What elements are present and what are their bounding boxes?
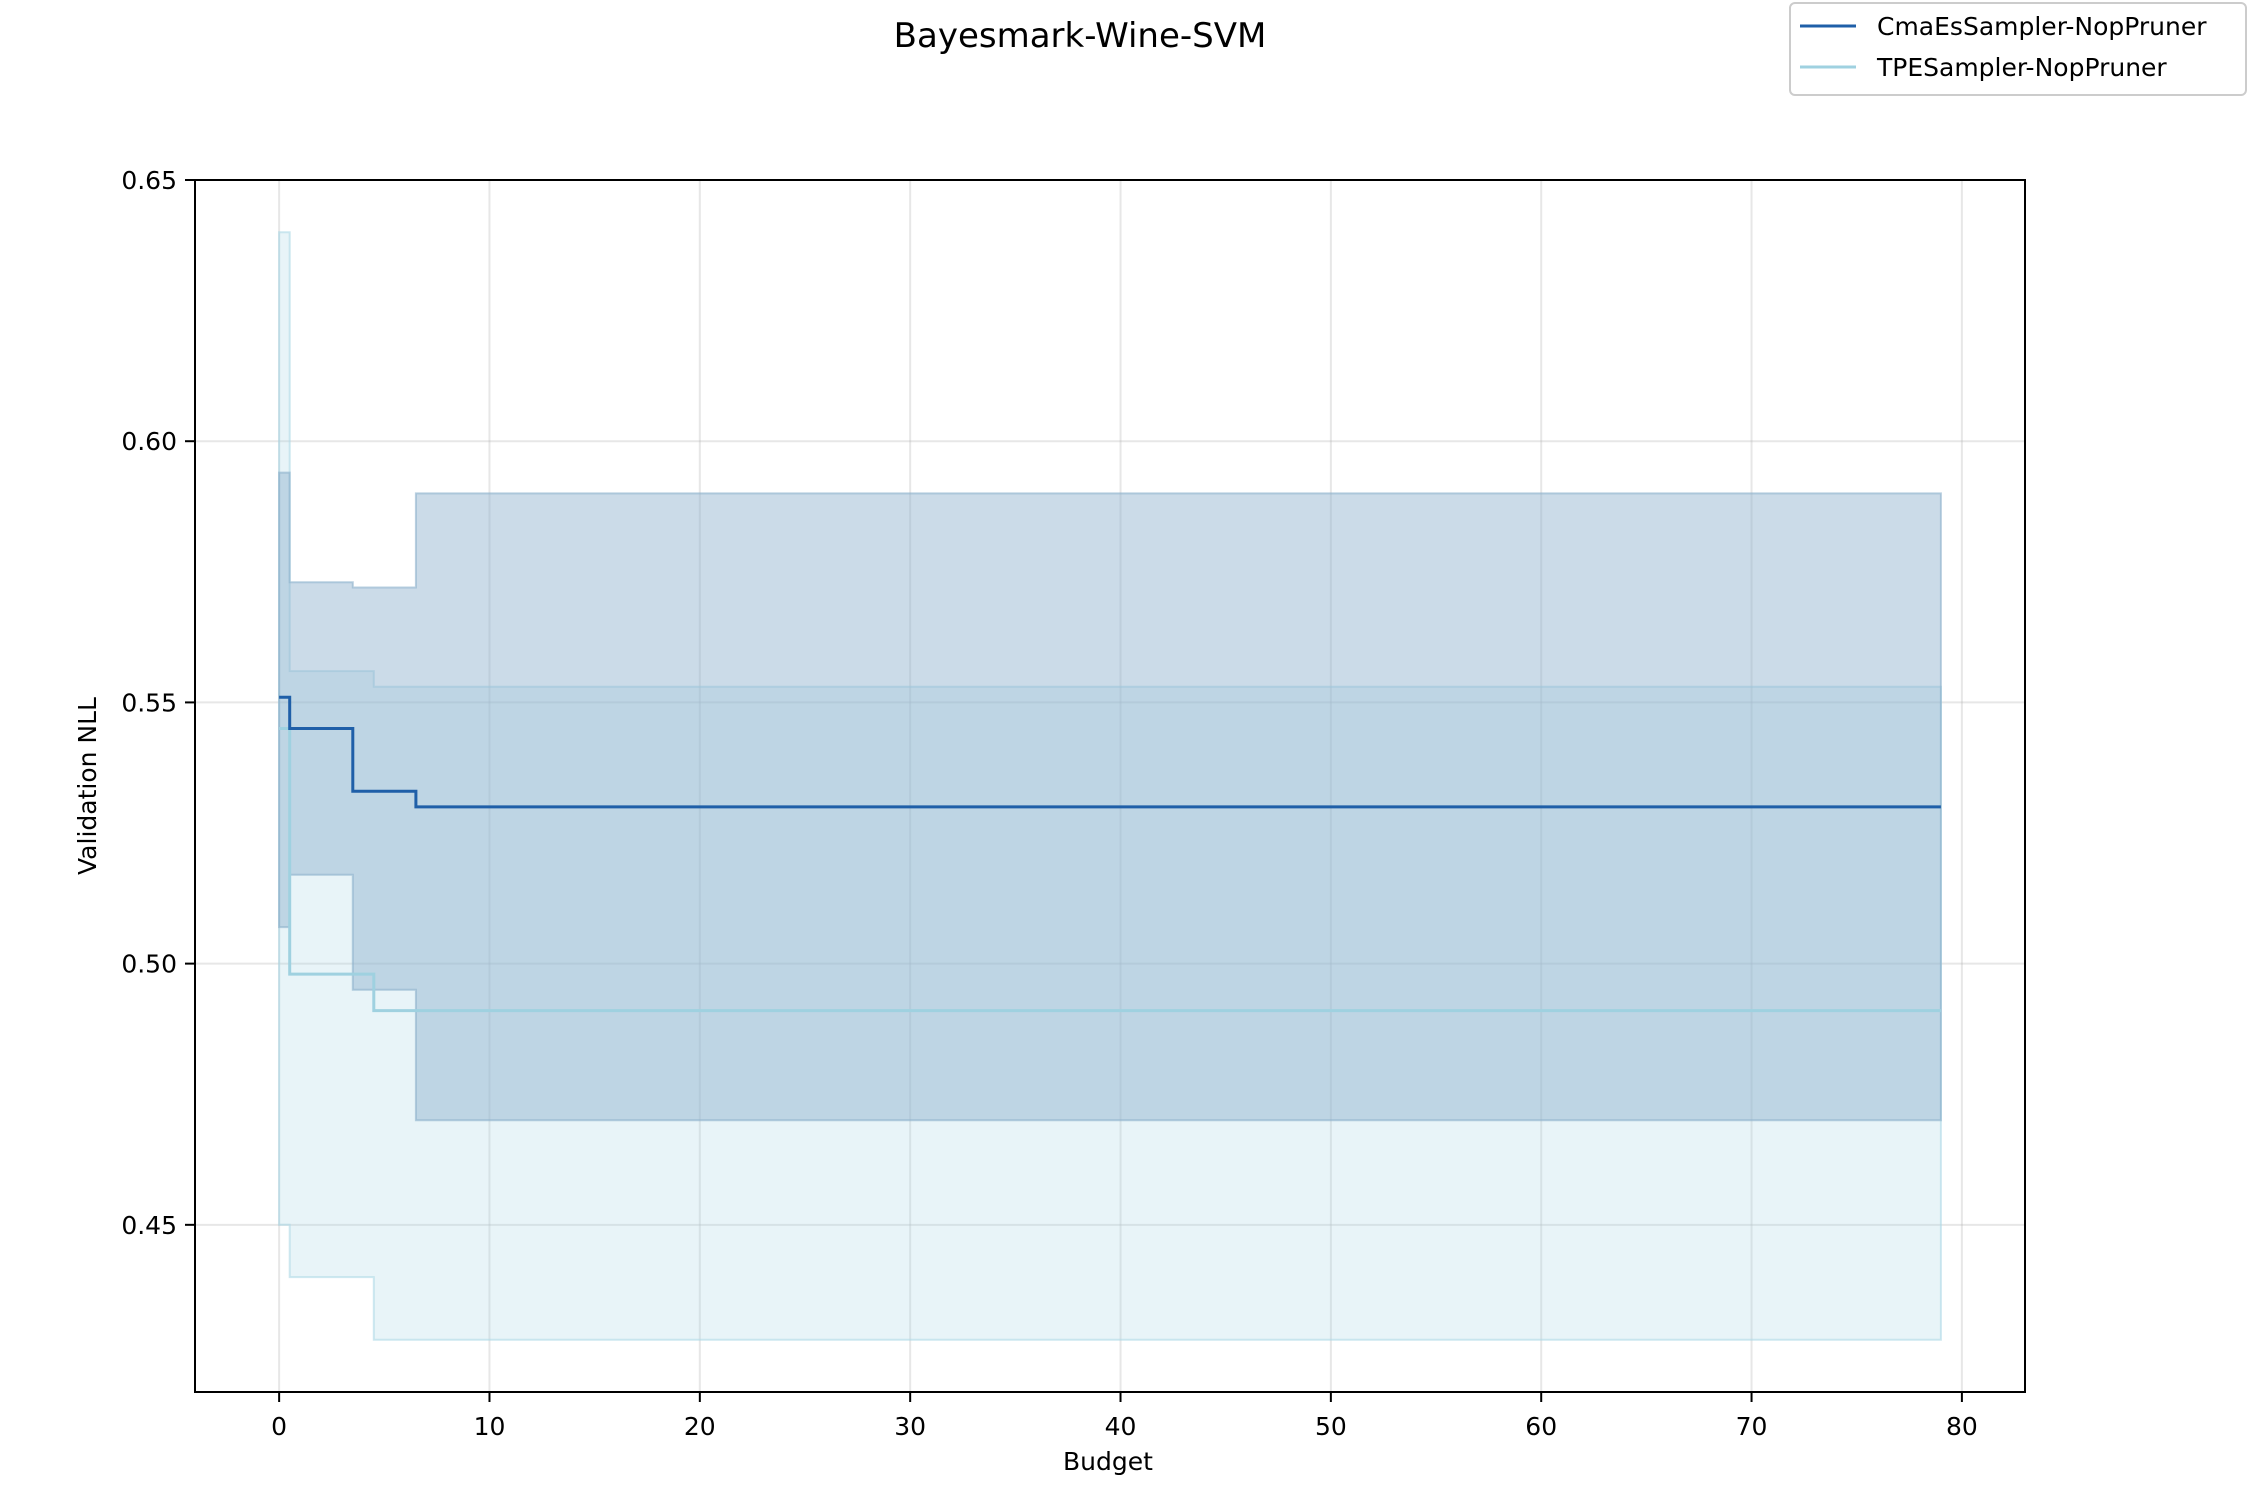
x-tick-label: 10 <box>474 1412 506 1441</box>
x-tick-label: 20 <box>684 1412 716 1441</box>
x-tick-label: 0 <box>271 1412 287 1441</box>
axis-ticks: 0 10 20 30 40 50 60 70 80 0.45 0.50 0.55 0.60 0.65 <box>121 166 1977 1441</box>
confidence-bands <box>278 231 1942 1341</box>
y-axis-label: Validation NLL <box>73 697 102 875</box>
legend: CmaEsSampler-NopPruner TPESampler-NopPru… <box>1789 2 2247 96</box>
x-tick-label: 80 <box>1946 1412 1978 1441</box>
y-tick-label: 0.50 <box>121 950 177 979</box>
confidence-band-cmaes <box>278 471 1942 1122</box>
legend-label-cmaes: CmaEsSampler-NopPruner <box>1877 12 2207 41</box>
series-line-cmaes <box>279 695 1941 809</box>
y-tick-label: 0.65 <box>121 166 177 195</box>
y-tick-label: 0.45 <box>121 1211 177 1240</box>
y-tick-label: 0.55 <box>121 688 177 717</box>
chart-title: Bayesmark-Wine-SVM <box>894 16 1267 56</box>
legend-box <box>1789 2 2247 96</box>
x-tick-label: 50 <box>1315 1412 1347 1441</box>
x-tick-label: 30 <box>894 1412 926 1441</box>
x-tick-label: 40 <box>1105 1412 1137 1441</box>
plot-area-frame <box>194 179 2026 1393</box>
x-axis-label: Budget <box>1063 1447 1153 1476</box>
x-tick-label: 60 <box>1525 1412 1557 1441</box>
series-lines <box>279 695 1941 1013</box>
x-tick-label: 70 <box>1736 1412 1768 1441</box>
legend-label-tpe: TPESampler-NopPruner <box>1876 53 2167 82</box>
confidence-band-tpe <box>278 231 1942 1341</box>
y-tick-label: 0.60 <box>121 427 177 456</box>
